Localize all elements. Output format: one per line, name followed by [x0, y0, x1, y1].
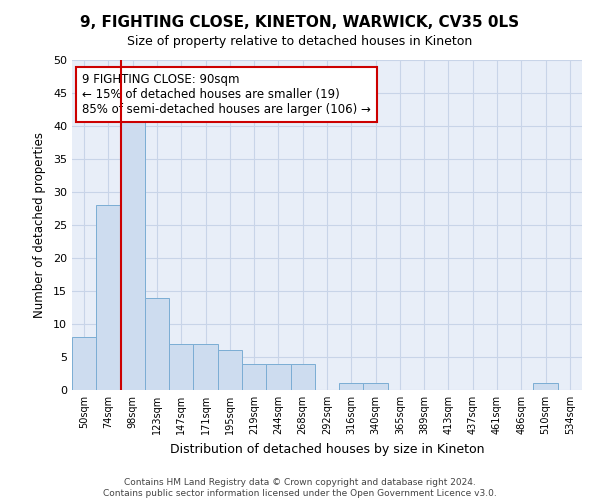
Bar [96, 205, 121, 390]
Bar [218, 350, 242, 390]
Bar [339, 384, 364, 390]
Bar [533, 384, 558, 390]
Text: Size of property relative to detached houses in Kineton: Size of property relative to detached ho… [127, 35, 473, 48]
Bar [121, 120, 145, 390]
Bar [290, 364, 315, 390]
Text: 9, FIGHTING CLOSE, KINETON, WARWICK, CV35 0LS: 9, FIGHTING CLOSE, KINETON, WARWICK, CV3… [80, 15, 520, 30]
Bar [242, 364, 266, 390]
Bar [364, 384, 388, 390]
Text: 9 FIGHTING CLOSE: 90sqm
← 15% of detached houses are smaller (19)
85% of semi-de: 9 FIGHTING CLOSE: 90sqm ← 15% of detache… [82, 73, 371, 116]
X-axis label: Distribution of detached houses by size in Kineton: Distribution of detached houses by size … [170, 442, 484, 456]
Text: Contains HM Land Registry data © Crown copyright and database right 2024.
Contai: Contains HM Land Registry data © Crown c… [103, 478, 497, 498]
Bar [193, 344, 218, 390]
Bar [266, 364, 290, 390]
Bar [145, 298, 169, 390]
Bar [72, 337, 96, 390]
Bar [169, 344, 193, 390]
Y-axis label: Number of detached properties: Number of detached properties [33, 132, 46, 318]
